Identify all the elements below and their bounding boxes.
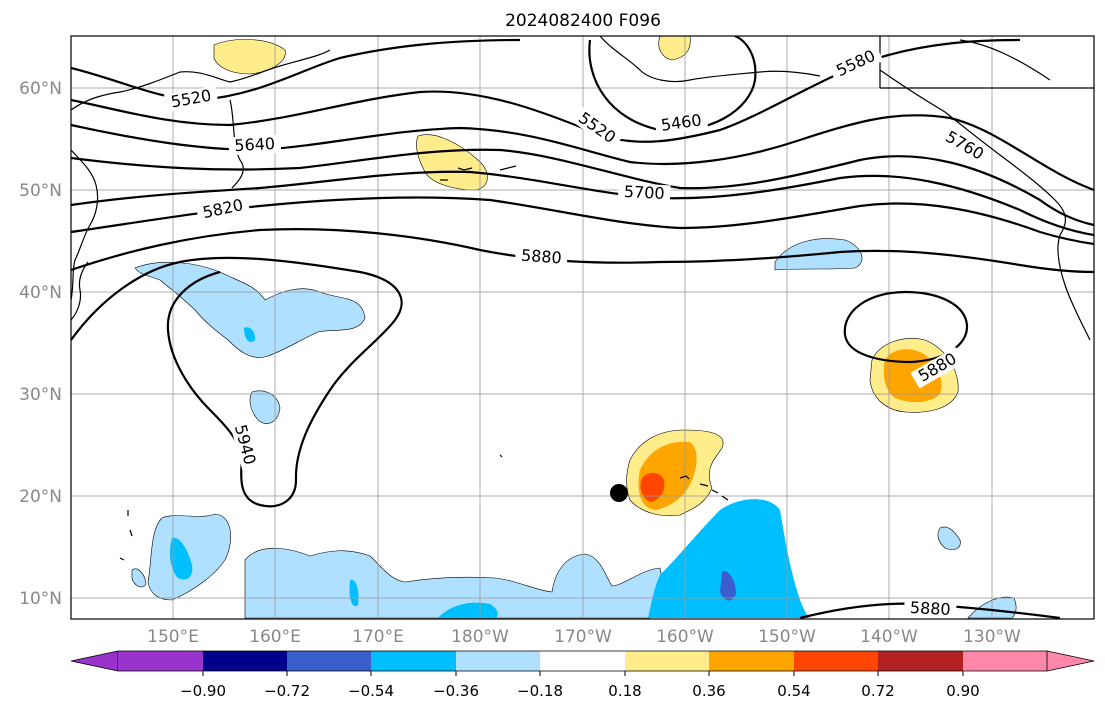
- contour-label: 5760: [942, 127, 987, 164]
- contour-label: 5460: [660, 110, 703, 134]
- lon-label: 160°W: [656, 627, 714, 647]
- colorbar-label: 0.36: [692, 682, 725, 700]
- contour-label: 5520: [169, 86, 212, 112]
- colorbar-bin: [625, 651, 709, 671]
- contour-label: 5640: [234, 134, 276, 155]
- lat-label: 30°N: [19, 385, 62, 405]
- contour-label: 5580: [833, 46, 878, 80]
- lon-label: 170°W: [554, 627, 612, 647]
- longitude-labels: 150°E 160°E 170°E 180°W 170°W 160°W 150°…: [147, 627, 1021, 647]
- lon-label: 150°E: [147, 627, 199, 647]
- colorbar-label: −0.18: [517, 682, 563, 700]
- contour-label: 5880: [909, 598, 951, 619]
- lat-label: 50°N: [19, 181, 62, 201]
- contour-label: 5700: [623, 182, 665, 203]
- colorbar-high-extend: [1046, 650, 1095, 672]
- lon-label: 130°W: [963, 627, 1021, 647]
- colorbar-bin: [118, 651, 203, 671]
- colorbar-bin: [203, 651, 287, 671]
- anomaly-positive-strong: [640, 472, 665, 502]
- colorbar-label: 0.72: [861, 682, 894, 700]
- anomaly-negative-strong: [720, 571, 736, 601]
- lon-label: 160°E: [249, 627, 301, 647]
- map-frame: [70, 35, 1095, 620]
- lon-label: 140°W: [860, 627, 918, 647]
- colorbar-label: −0.54: [348, 682, 394, 700]
- colorbar-label: 0.90: [946, 682, 979, 700]
- colorbar-bin: [878, 651, 963, 671]
- lon-label: 150°W: [758, 627, 816, 647]
- colorbar-bin: [963, 651, 1047, 671]
- colorbar-labels: −0.90 −0.72 −0.54 −0.36 −0.18 0.18 0.36 …: [180, 682, 980, 700]
- colorbar-low-extend: [70, 650, 119, 672]
- colorbar-ticks: [202, 671, 964, 676]
- colorbar-label: 0.54: [777, 682, 810, 700]
- colorbar-bin: [709, 651, 794, 671]
- lon-label: 170°E: [352, 627, 404, 647]
- anomaly-positive-mid: [638, 349, 942, 510]
- contour-label: 5940: [231, 422, 260, 466]
- colorbar-outline: [118, 650, 1047, 672]
- colorbar-label: 0.18: [608, 682, 641, 700]
- anomaly-negative-mid: [170, 327, 810, 618]
- map-title: 2024082400 F096: [505, 11, 661, 31]
- colorbar: −0.90 −0.72 −0.54 −0.36 −0.18 0.18 0.36 …: [70, 650, 1095, 700]
- colorbar-bin: [540, 651, 625, 671]
- lon-label: 180°W: [451, 627, 509, 647]
- contour-label: 5820: [201, 195, 245, 222]
- lat-label: 10°N: [19, 589, 62, 609]
- lat-label: 20°N: [19, 487, 62, 507]
- colorbar-bin: [371, 651, 456, 671]
- anomaly-negative-light: [131, 238, 1017, 619]
- colorbar-label: −0.72: [264, 682, 310, 700]
- colorbar-bin: [287, 651, 371, 671]
- colorbar-label: −0.36: [433, 682, 479, 700]
- latitude-labels: 60°N 50°N 40°N 30°N 20°N 10°N: [19, 79, 62, 609]
- colorbar-label: −0.90: [180, 682, 226, 700]
- colorbar-bin: [794, 651, 878, 671]
- map-content: [71, 36, 1094, 619]
- lat-label: 40°N: [19, 283, 62, 303]
- contour-label: 5880: [520, 246, 562, 268]
- lat-label: 60°N: [19, 79, 62, 99]
- storm-position-marker: [610, 484, 628, 502]
- islands: [119, 165, 729, 561]
- contour-labels: 5520 5640 5820 5880 5940 5520 5460 5580 …: [163, 44, 992, 620]
- colorbar-bin: [456, 651, 540, 671]
